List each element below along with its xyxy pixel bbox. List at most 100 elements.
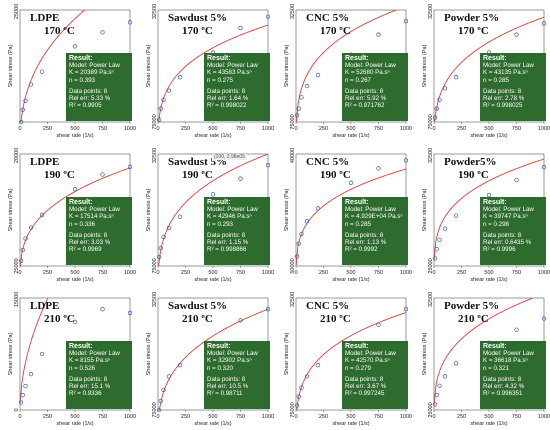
result-rel-err: Rel err: 1.64 % xyxy=(207,95,249,103)
chart-temperature: 210 ºC xyxy=(320,313,351,325)
data-point xyxy=(158,245,163,251)
fit-curve xyxy=(296,168,406,266)
result-box: Result: Model: Power Law K = 43583 Pa.sⁿ n … xyxy=(204,53,270,121)
y-tick-label: 0 xyxy=(14,408,20,411)
result-heading: Result: xyxy=(483,199,507,206)
result-model: Model: Power Law xyxy=(207,350,258,358)
result-model: Model: Power Law xyxy=(207,206,258,214)
result-rel-err: Rel err: 10.5 % xyxy=(207,383,249,391)
fit-curve xyxy=(158,154,268,266)
result-data-points: Data points: 8 xyxy=(69,87,108,95)
data-point xyxy=(39,351,45,357)
data-point xyxy=(299,231,304,237)
data-point xyxy=(437,237,442,243)
cursor-readout: (200, 2.98e05 xyxy=(212,154,247,160)
x-axis-label: shear rate (1/s) xyxy=(56,133,93,139)
chart-svg: 0 250 500 750 1000 325000 75000 shear rate (1/s… xyxy=(422,4,550,139)
chart-panel-1: 0 250 500 750 1000 250000 shear rate (1/s) Shea… xyxy=(4,4,136,140)
result-r2: R² = 0.98711 xyxy=(207,390,243,398)
result-box: Result: Model: Power Law K = 43135 Pa.sⁿ n … xyxy=(480,53,546,121)
chart-title: CNC 5% xyxy=(306,300,350,312)
data-point xyxy=(304,84,310,89)
data-point xyxy=(376,32,381,37)
data-point xyxy=(299,95,304,100)
x-tick-label: 0 xyxy=(18,414,21,420)
result-k: K = 43583 Pa.sⁿ xyxy=(207,69,252,77)
result-model: Model: Power Law xyxy=(483,206,534,214)
data-point xyxy=(161,234,166,240)
data-point xyxy=(376,166,381,171)
result-k: K = 17514 Pa.sⁿ xyxy=(69,213,114,221)
result-data-points: Data points: 8 xyxy=(345,87,384,95)
x-tick-label: 1000 xyxy=(262,270,274,276)
y-tick-label: 75000 xyxy=(152,258,158,273)
data-point xyxy=(514,327,519,332)
chart-temperature: 210 ºC xyxy=(44,313,75,325)
data-point xyxy=(238,176,243,181)
result-k: K = 8155 Pa.sⁿ xyxy=(69,357,111,365)
data-point xyxy=(432,256,438,261)
result-heading: Result: xyxy=(207,55,231,62)
data-point xyxy=(158,398,163,404)
chart-svg: 0 250 500 750 1000 400000 50000 shear rate (1/s… xyxy=(284,148,412,283)
chart-title: Powder 5% xyxy=(444,12,500,24)
x-tick-label: 250 xyxy=(43,414,52,420)
x-tick-label: 250 xyxy=(457,270,466,276)
data-point xyxy=(376,322,381,328)
y-axis-label: Shear stress (Pa) xyxy=(284,332,290,375)
result-k: K = 42946 Pa.sⁿ xyxy=(207,213,252,221)
result-model: Model: Power Law xyxy=(207,62,258,70)
x-tick-label: 500 xyxy=(208,126,217,132)
fit-curve xyxy=(434,298,535,406)
chart-title: CNC 5% xyxy=(306,156,350,168)
x-tick-label: 750 xyxy=(374,126,383,132)
x-axis-label: shear rate (1/s) xyxy=(470,421,507,427)
result-n: n = 0.320 xyxy=(207,364,233,372)
data-point xyxy=(18,258,24,264)
data-point xyxy=(315,206,321,211)
y-axis-label: Shear stress (Pa) xyxy=(8,332,14,375)
chart-svg: 0 250 500 750 1000 325000 75000 shear rate (1/s… xyxy=(146,4,274,139)
data-point xyxy=(23,98,28,103)
x-tick-label: 750 xyxy=(236,414,245,420)
result-box: Result: Model: Power Law K = 32902 Pa.sⁿ n … xyxy=(204,341,270,409)
result-n: n = 0.267 xyxy=(345,76,371,84)
result-heading: Result: xyxy=(483,343,507,350)
result-model: Model: Power Law xyxy=(345,350,396,358)
result-box: Result: Model: Power Law K = 42570 Pa.sⁿ n … xyxy=(342,341,408,409)
data-point xyxy=(434,247,439,252)
x-tick-label: 750 xyxy=(236,126,245,132)
x-tick-label: 1000 xyxy=(262,414,274,420)
chart-svg: 0 250 500 750 1000 325000 75000 shear rate (1/s… xyxy=(284,4,412,139)
result-rel-err: Rel err: 5.33 % xyxy=(69,95,111,103)
chart-title: CNC 5% xyxy=(306,12,350,24)
chart-temperature: 170 ºC xyxy=(182,25,213,37)
chart-title: LDPE xyxy=(30,12,60,24)
result-data-points: Data points: 8 xyxy=(69,231,108,239)
data-point xyxy=(166,374,172,379)
y-tick-label: 75000 xyxy=(152,114,158,129)
result-box: Result: Model: Power Law K = 36618 Pa.sⁿ n … xyxy=(480,341,546,409)
result-data-points: Data points: 8 xyxy=(207,87,246,95)
result-k: K = 42570 Pa.sⁿ xyxy=(345,357,390,365)
chart-title: Sawdust 5% xyxy=(168,300,227,312)
chart-temperature: 170 ºC xyxy=(44,25,75,37)
result-heading: Result: xyxy=(345,343,369,350)
result-n: n = 0.279 xyxy=(345,364,371,372)
fit-curve xyxy=(296,10,398,122)
chart-panel-5: 0 250 500 750 1000 200000 25000 shear rate (1/s… xyxy=(4,148,136,284)
y-tick-label: 75000 xyxy=(290,402,296,417)
chart-svg: 0 250 500 750 1000 325000 25000 shear rate (1/s… xyxy=(422,292,550,427)
chart-panel-3: 0 250 500 750 1000 325000 75000 shear rate (1/s… xyxy=(280,4,412,140)
chart-panel-10: 0 250 500 750 1000 325000 75000 shear rate (1/s… xyxy=(142,292,274,428)
result-r2: R² = 0.997245 xyxy=(345,390,385,398)
result-data-points: Data points: 8 xyxy=(345,375,384,383)
result-r2: R² = 0.9969 xyxy=(69,246,102,254)
result-r2: R² = 0.998025 xyxy=(483,102,523,110)
result-rel-err: Rel err: 15.1 % xyxy=(69,383,111,391)
chart-svg: 0 250 500 750 1000 250000 shear rate (1/s) Shea… xyxy=(8,4,136,139)
data-point xyxy=(156,407,162,413)
result-box: Result: Model: Power Law K = 17514 Pa.sⁿ n … xyxy=(66,197,132,265)
y-tick-label: 325000 xyxy=(152,4,158,19)
